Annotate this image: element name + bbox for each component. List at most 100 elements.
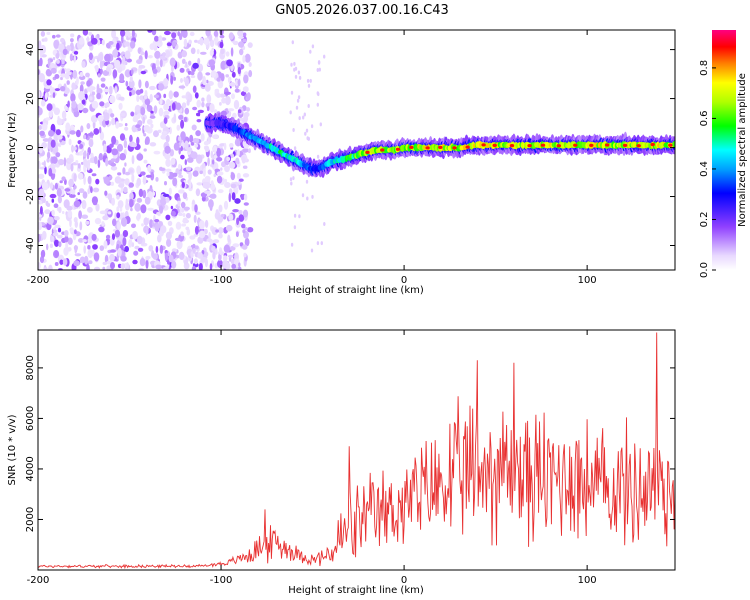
noise-speckle (185, 61, 188, 68)
noise-speckle (216, 171, 224, 176)
noise-speckle (218, 227, 224, 234)
noise-speckle (173, 113, 177, 123)
noise-speckle (117, 143, 123, 152)
snr-y-label: SNR (10 * v/v) (7, 414, 18, 485)
x-tick-label: 100 (578, 275, 597, 286)
noise-speckle (163, 93, 167, 99)
noise-speckle (116, 42, 120, 51)
y-tick-label: -40 (25, 237, 36, 253)
noise-speckle (76, 76, 79, 85)
noise-speckle (228, 161, 236, 169)
noise-speckle (243, 32, 247, 37)
noise-speckle (42, 138, 50, 142)
noise-speckle (320, 241, 323, 246)
noise-speckle (228, 143, 234, 148)
noise-speckle (71, 100, 77, 109)
noise-speckle (232, 243, 240, 248)
noise-speckle (232, 40, 239, 46)
noise-speckle (155, 245, 159, 254)
noise-speckle (154, 219, 160, 223)
noise-speckle (215, 248, 218, 255)
noise-speckle (240, 194, 245, 201)
noise-speckle (83, 176, 86, 185)
ridge-peak (509, 144, 515, 148)
noise-speckle (227, 234, 231, 243)
noise-speckle (88, 139, 94, 148)
noise-speckle (87, 245, 91, 250)
noise-speckle (118, 183, 125, 188)
noise-speckle (73, 54, 76, 63)
noise-speckle (97, 114, 104, 122)
noise-speckle (248, 70, 253, 78)
noise-speckle (81, 60, 86, 68)
noise-speckle (136, 94, 140, 102)
noise-speckle (165, 50, 171, 58)
noise-speckle (212, 134, 219, 139)
noise-speckle (244, 53, 251, 63)
noise-speckle (129, 91, 132, 97)
noise-speckle (108, 85, 113, 95)
noise-speckle (70, 33, 75, 38)
noise-speckle (242, 173, 250, 178)
noise-speckle (139, 258, 146, 267)
noise-speckle (244, 237, 250, 247)
colorbar-gradient (712, 30, 736, 270)
noise-speckle (245, 107, 251, 112)
noise-speckle (239, 48, 244, 56)
noise-speckle (38, 181, 42, 188)
noise-speckle (203, 141, 209, 146)
colorbar: 0.0 0.2 0.4 0.6 0.8 Normalized spectral ampl… (699, 30, 748, 278)
noise-speckle (100, 68, 103, 75)
noise-speckle (61, 110, 67, 120)
noise-speckle (143, 159, 148, 164)
noise-speckle (57, 134, 63, 140)
noise-speckle (96, 92, 101, 100)
noise-speckle (54, 88, 61, 92)
noise-speckle (42, 197, 46, 203)
noise-speckle (103, 88, 110, 93)
y-tick-label: 40 (25, 43, 36, 56)
noise-speckle (70, 38, 74, 43)
noise-speckle (48, 264, 53, 270)
noise-speckle (129, 192, 134, 200)
noise-speckle (223, 142, 227, 151)
noise-speckle (153, 105, 158, 114)
noise-speckle (62, 210, 65, 215)
noise-speckle (44, 209, 51, 215)
noise-speckle (82, 30, 89, 36)
noise-speckle (184, 159, 187, 166)
noise-speckle (124, 126, 129, 131)
noise-speckle (118, 96, 125, 101)
noise-speckle (209, 193, 217, 199)
noise-speckle (87, 132, 95, 137)
noise-speckle (137, 127, 142, 132)
noise-speckle (116, 221, 121, 231)
noise-speckle (178, 189, 185, 194)
noise-speckle (129, 40, 136, 49)
noise-speckle (196, 119, 202, 123)
noise-speckle (316, 241, 320, 246)
noise-speckle (124, 50, 131, 60)
noise-speckle (206, 106, 210, 112)
x-tick-label: -100 (210, 275, 233, 286)
noise-speckle (190, 251, 194, 259)
noise-speckle (56, 59, 60, 64)
noise-speckle (110, 249, 116, 253)
noise-speckle (159, 167, 166, 171)
noise-speckle (54, 216, 60, 221)
noise-speckle (175, 102, 182, 111)
noise-speckle (38, 160, 41, 169)
noise-speckle (175, 221, 182, 230)
ridge-peak (395, 147, 401, 151)
noise-speckle (185, 212, 191, 219)
noise-speckle (191, 265, 196, 270)
noise-speckle (79, 72, 84, 77)
noise-speckle (197, 63, 204, 72)
noise-speckle (162, 52, 166, 57)
noise-speckle (57, 195, 63, 204)
noise-speckle (186, 99, 190, 106)
noise-speckle (63, 199, 70, 209)
noise-speckle (225, 51, 230, 57)
noise-speckle (201, 97, 205, 102)
